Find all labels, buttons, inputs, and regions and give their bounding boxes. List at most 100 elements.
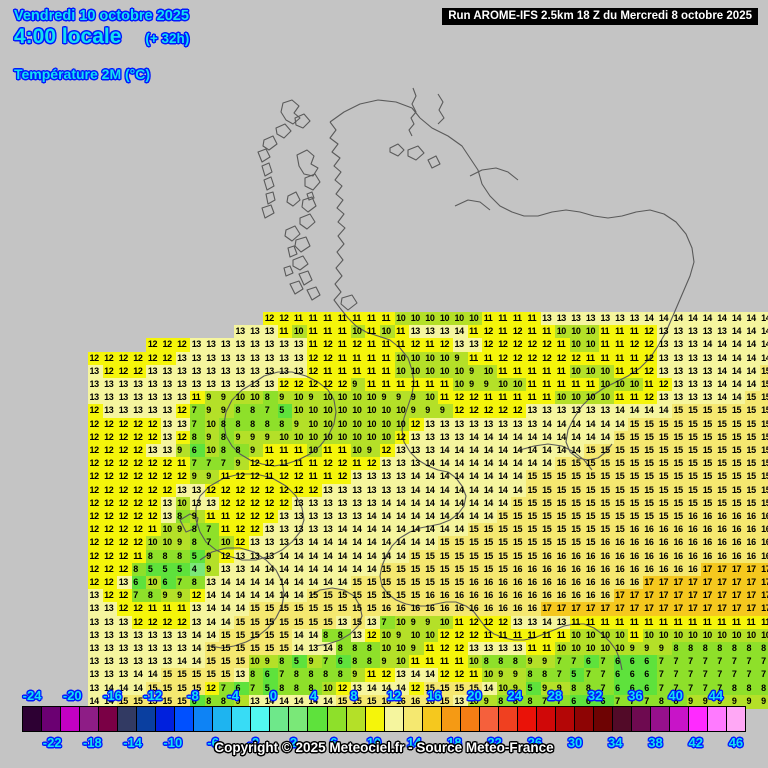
temperature-cell (219, 549, 235, 564)
legend-swatch[interactable] (194, 707, 214, 731)
legend-swatch[interactable] (61, 707, 81, 731)
temperature-cell (584, 325, 600, 340)
temperature-cell (657, 444, 673, 458)
legend-swatch[interactable] (708, 707, 728, 731)
legend-swatch[interactable] (270, 707, 290, 731)
temperature-cell (336, 378, 352, 392)
legend-swatch[interactable] (670, 707, 690, 731)
temperature-cell (263, 325, 279, 340)
temperature-cell (292, 430, 308, 445)
legend-swatch[interactable] (80, 707, 100, 731)
temperature-cell (117, 642, 133, 656)
temperature-cell (701, 483, 717, 498)
temperature-cell (438, 589, 454, 604)
temperature-cell (204, 536, 221, 551)
legend-swatch[interactable] (308, 707, 328, 731)
temperature-cell (423, 312, 440, 326)
temperature-cell (715, 694, 732, 709)
temperature-cell (569, 562, 586, 577)
temperature-cell (307, 655, 323, 670)
temperature-cell (701, 562, 717, 577)
temperature-cell (102, 694, 118, 709)
temperature-cell (628, 391, 644, 406)
temperature-cell (686, 364, 702, 379)
model-run-label: Run AROME-IFS 2.5km 18 Z du Mercredi 8 o… (448, 10, 752, 22)
legend-swatch[interactable] (422, 707, 442, 731)
temperature-cell (453, 444, 469, 458)
temperature-cell (423, 694, 440, 709)
legend-swatch[interactable] (251, 707, 271, 731)
temperature-cell (88, 510, 104, 524)
legend-swatch[interactable] (289, 707, 309, 731)
temperature-cell (131, 615, 148, 630)
temperature-cell (175, 364, 191, 379)
temperature-cell (380, 470, 396, 485)
legend-swatch[interactable] (727, 707, 746, 731)
legend-swatch[interactable] (118, 707, 138, 731)
legend-swatch[interactable] (651, 707, 671, 731)
temperature-cell (131, 351, 148, 366)
temperature-cell (161, 589, 177, 604)
temperature-cell (248, 668, 264, 683)
legend-swatch[interactable] (441, 707, 461, 731)
temperature-cell (365, 457, 381, 472)
legend-swatch[interactable] (42, 707, 62, 731)
temperature-cell (526, 351, 542, 366)
legend-swatch[interactable] (384, 707, 404, 731)
temperature-cell (672, 523, 688, 538)
temperature-cell (730, 681, 746, 696)
legend-swatch[interactable] (99, 707, 119, 731)
temperature-cell (409, 642, 425, 656)
temperature-cell (715, 470, 732, 485)
temperature-cell (204, 615, 221, 630)
legend-swatch[interactable] (327, 707, 347, 731)
temperature-cell (657, 642, 673, 656)
temperature-cell (482, 338, 498, 353)
temperature-cell (102, 536, 118, 551)
temperature-cell (350, 642, 367, 656)
legend-swatch[interactable] (632, 707, 652, 731)
temperature-cell (146, 510, 162, 524)
legend-swatch[interactable] (689, 707, 709, 731)
legend-tick: 10 (366, 735, 382, 750)
legend-swatch[interactable] (175, 707, 195, 731)
legend-swatch[interactable] (23, 707, 43, 731)
legend-swatch[interactable] (574, 707, 594, 731)
temperature-cell (730, 312, 746, 326)
legend-swatch[interactable] (346, 707, 366, 731)
temperature-cell (131, 417, 148, 432)
legend-swatch[interactable] (612, 707, 632, 731)
legend-swatch[interactable] (536, 707, 556, 731)
temperature-cell (438, 364, 454, 379)
temperature-cell (248, 642, 264, 656)
legend-swatch[interactable] (137, 707, 157, 731)
legend-swatch[interactable] (498, 707, 518, 731)
temperature-cell (555, 444, 571, 458)
temperature-cell (248, 549, 264, 564)
legend-swatch[interactable] (479, 707, 499, 731)
legend-swatch[interactable] (403, 707, 423, 731)
legend-swatch[interactable] (593, 707, 613, 731)
temperature-cell (175, 602, 191, 617)
legend-swatch[interactable] (517, 707, 537, 731)
temperature-cell (584, 364, 600, 379)
legend-swatch[interactable] (213, 707, 233, 731)
temperature-cell (292, 536, 308, 551)
legend-swatch[interactable] (460, 707, 480, 731)
temperature-cell (715, 364, 732, 379)
temperature-cell (511, 457, 527, 472)
legend-swatch[interactable] (232, 707, 252, 731)
temperature-cell (336, 536, 352, 551)
temperature-cell (453, 483, 469, 498)
temperature-cell (657, 510, 673, 524)
temperature-cell (263, 602, 279, 617)
temperature-cell (350, 628, 367, 643)
temperature-cell (88, 391, 104, 406)
legend-swatch[interactable] (156, 707, 176, 731)
legend-swatch[interactable] (365, 707, 385, 731)
temperature-color-legend[interactable] (22, 706, 746, 732)
temperature-cell (496, 536, 513, 551)
temperature-cell (686, 523, 702, 538)
legend-swatch[interactable] (555, 707, 575, 731)
